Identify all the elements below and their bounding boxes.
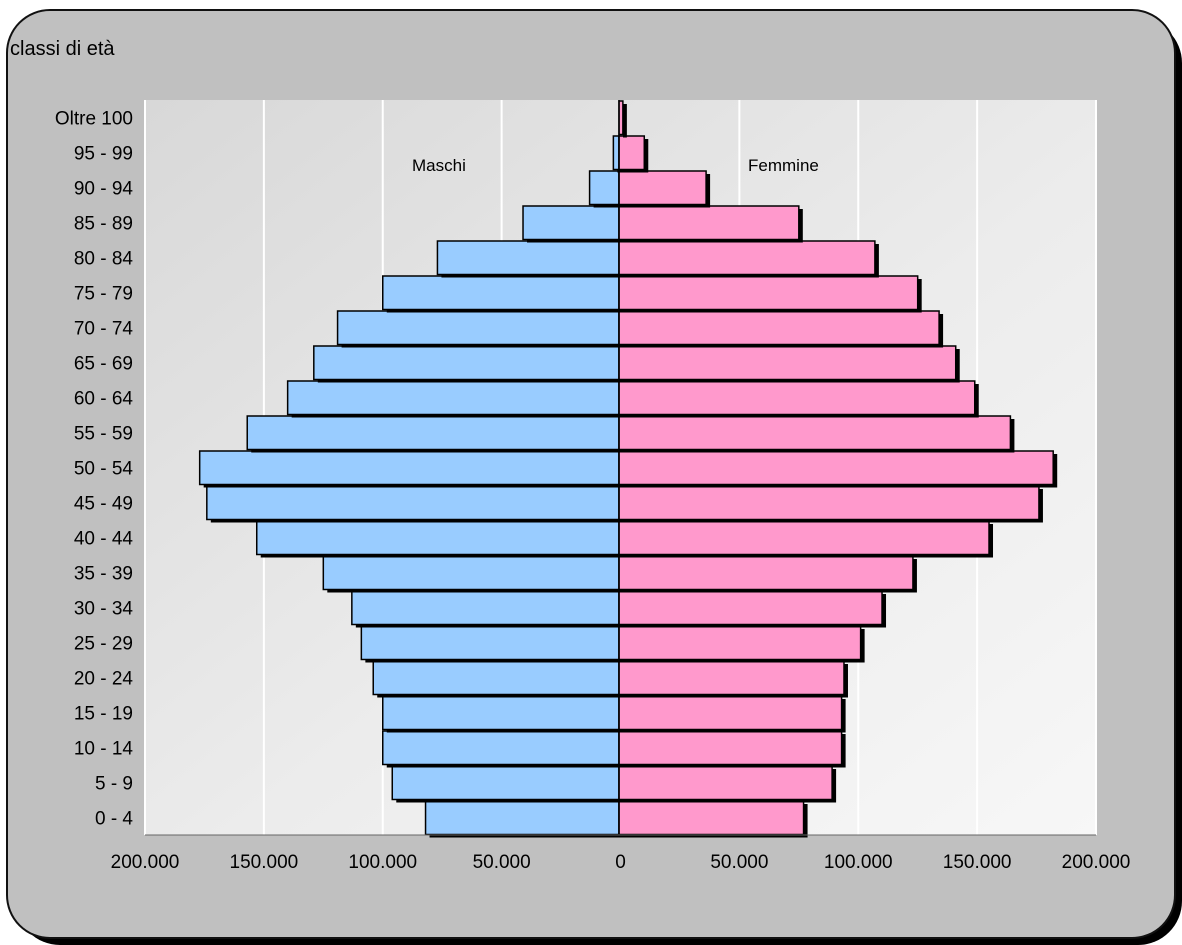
category-label-7: 35 - 39 <box>74 564 133 585</box>
bar-maschi-7 <box>322 555 620 591</box>
category-label-0: 0 - 4 <box>95 809 133 830</box>
bar-maschi-15 <box>382 275 620 311</box>
x-tick-label-3: 50.000 <box>473 852 531 873</box>
x-tick-label-1: 150.000 <box>230 852 299 873</box>
bar-femmine-2 <box>618 730 843 766</box>
bar-maschi-16 <box>436 240 620 276</box>
bar-femmine-6 <box>618 590 883 626</box>
bars <box>198 100 1058 838</box>
bar-shadow-femmine-20 <box>623 104 627 138</box>
bar-maschi-4 <box>372 660 620 696</box>
category-label-15: 75 - 79 <box>74 284 133 305</box>
x-tick-label-0: 200.000 <box>111 852 180 873</box>
bar-maschi-5 <box>360 625 620 661</box>
bar-femmine-12 <box>618 380 976 416</box>
x-tick-label-8: 200.000 <box>1062 852 1131 873</box>
bar-maschi-2 <box>382 730 620 766</box>
category-label-16: 80 - 84 <box>74 249 134 270</box>
bar-maschi-13 <box>313 345 620 381</box>
bar-femmine-13 <box>618 345 957 381</box>
category-label-12: 60 - 64 <box>74 389 134 410</box>
bar-femmine-3 <box>618 695 843 731</box>
category-label-11: 55 - 59 <box>74 424 133 445</box>
bar-maschi-11 <box>246 415 620 451</box>
bar-femmine-9 <box>618 485 1040 521</box>
bar-maschi-9 <box>206 485 620 521</box>
x-tick-label-6: 100.000 <box>824 852 893 873</box>
bar-maschi-6 <box>351 590 620 626</box>
bar-maschi-1 <box>391 765 620 801</box>
x-tick-label-4: 0 <box>615 852 626 873</box>
bar-maschi-14 <box>336 310 620 346</box>
category-label-20: Oltre 100 <box>55 109 133 130</box>
bar-femmine-4 <box>618 660 845 696</box>
bar-maschi-18 <box>588 170 620 206</box>
category-label-14: 70 - 74 <box>74 319 134 340</box>
category-label-19: 95 - 99 <box>74 144 133 165</box>
category-label-2: 10 - 14 <box>74 739 134 760</box>
category-labels: 0 - 4 5 - 9 10 - 14 15 - 19 20 - 24 25 - 29 30… <box>55 109 134 830</box>
bar-femmine-11 <box>618 415 1012 451</box>
x-tick-labels: 200.000 150.000 100.000 50.000 0 50.000 100.00… <box>111 852 1131 873</box>
bar-femmine-14 <box>618 310 940 346</box>
bar-femmine-18 <box>618 170 707 206</box>
bar-maschi-19 <box>612 135 620 171</box>
bar-maschi-3 <box>382 695 620 731</box>
category-label-6: 30 - 34 <box>74 599 134 620</box>
y-axis-title: classi di età <box>10 38 115 60</box>
x-tick-label-7: 150.000 <box>943 852 1012 873</box>
bar-maschi-12 <box>286 380 620 416</box>
bar-maschi-10 <box>198 450 620 486</box>
bar-femmine-19 <box>618 135 646 171</box>
category-label-5: 25 - 29 <box>74 634 133 655</box>
bar-maschi-8 <box>255 520 620 556</box>
category-label-13: 65 - 69 <box>74 354 133 375</box>
x-tick-label-5: 50.000 <box>710 852 768 873</box>
bar-femmine-7 <box>618 555 914 591</box>
category-label-3: 15 - 19 <box>74 704 133 725</box>
bar-femmine-0 <box>618 800 805 836</box>
bar-maschi-17 <box>522 205 620 241</box>
category-label-4: 20 - 24 <box>74 669 134 690</box>
bar-femmine-10 <box>618 450 1054 486</box>
category-label-9: 45 - 49 <box>74 494 133 515</box>
series-label-maschi: Maschi <box>412 156 466 175</box>
bar-femmine-1 <box>618 765 833 801</box>
bar-maschi-0 <box>424 800 620 836</box>
category-label-10: 50 - 54 <box>74 459 134 480</box>
series-label-femmine: Femmine <box>748 156 819 175</box>
category-label-17: 85 - 89 <box>74 214 133 235</box>
bar-femmine-8 <box>618 520 990 556</box>
category-label-8: 40 - 44 <box>74 529 134 550</box>
bar-femmine-15 <box>618 275 919 311</box>
bar-femmine-5 <box>618 625 862 661</box>
bar-femmine-17 <box>618 205 800 241</box>
x-tick-label-2: 100.000 <box>348 852 417 873</box>
category-label-1: 5 - 9 <box>95 774 133 795</box>
bar-femmine-16 <box>618 240 876 276</box>
category-label-18: 90 - 94 <box>74 179 134 200</box>
